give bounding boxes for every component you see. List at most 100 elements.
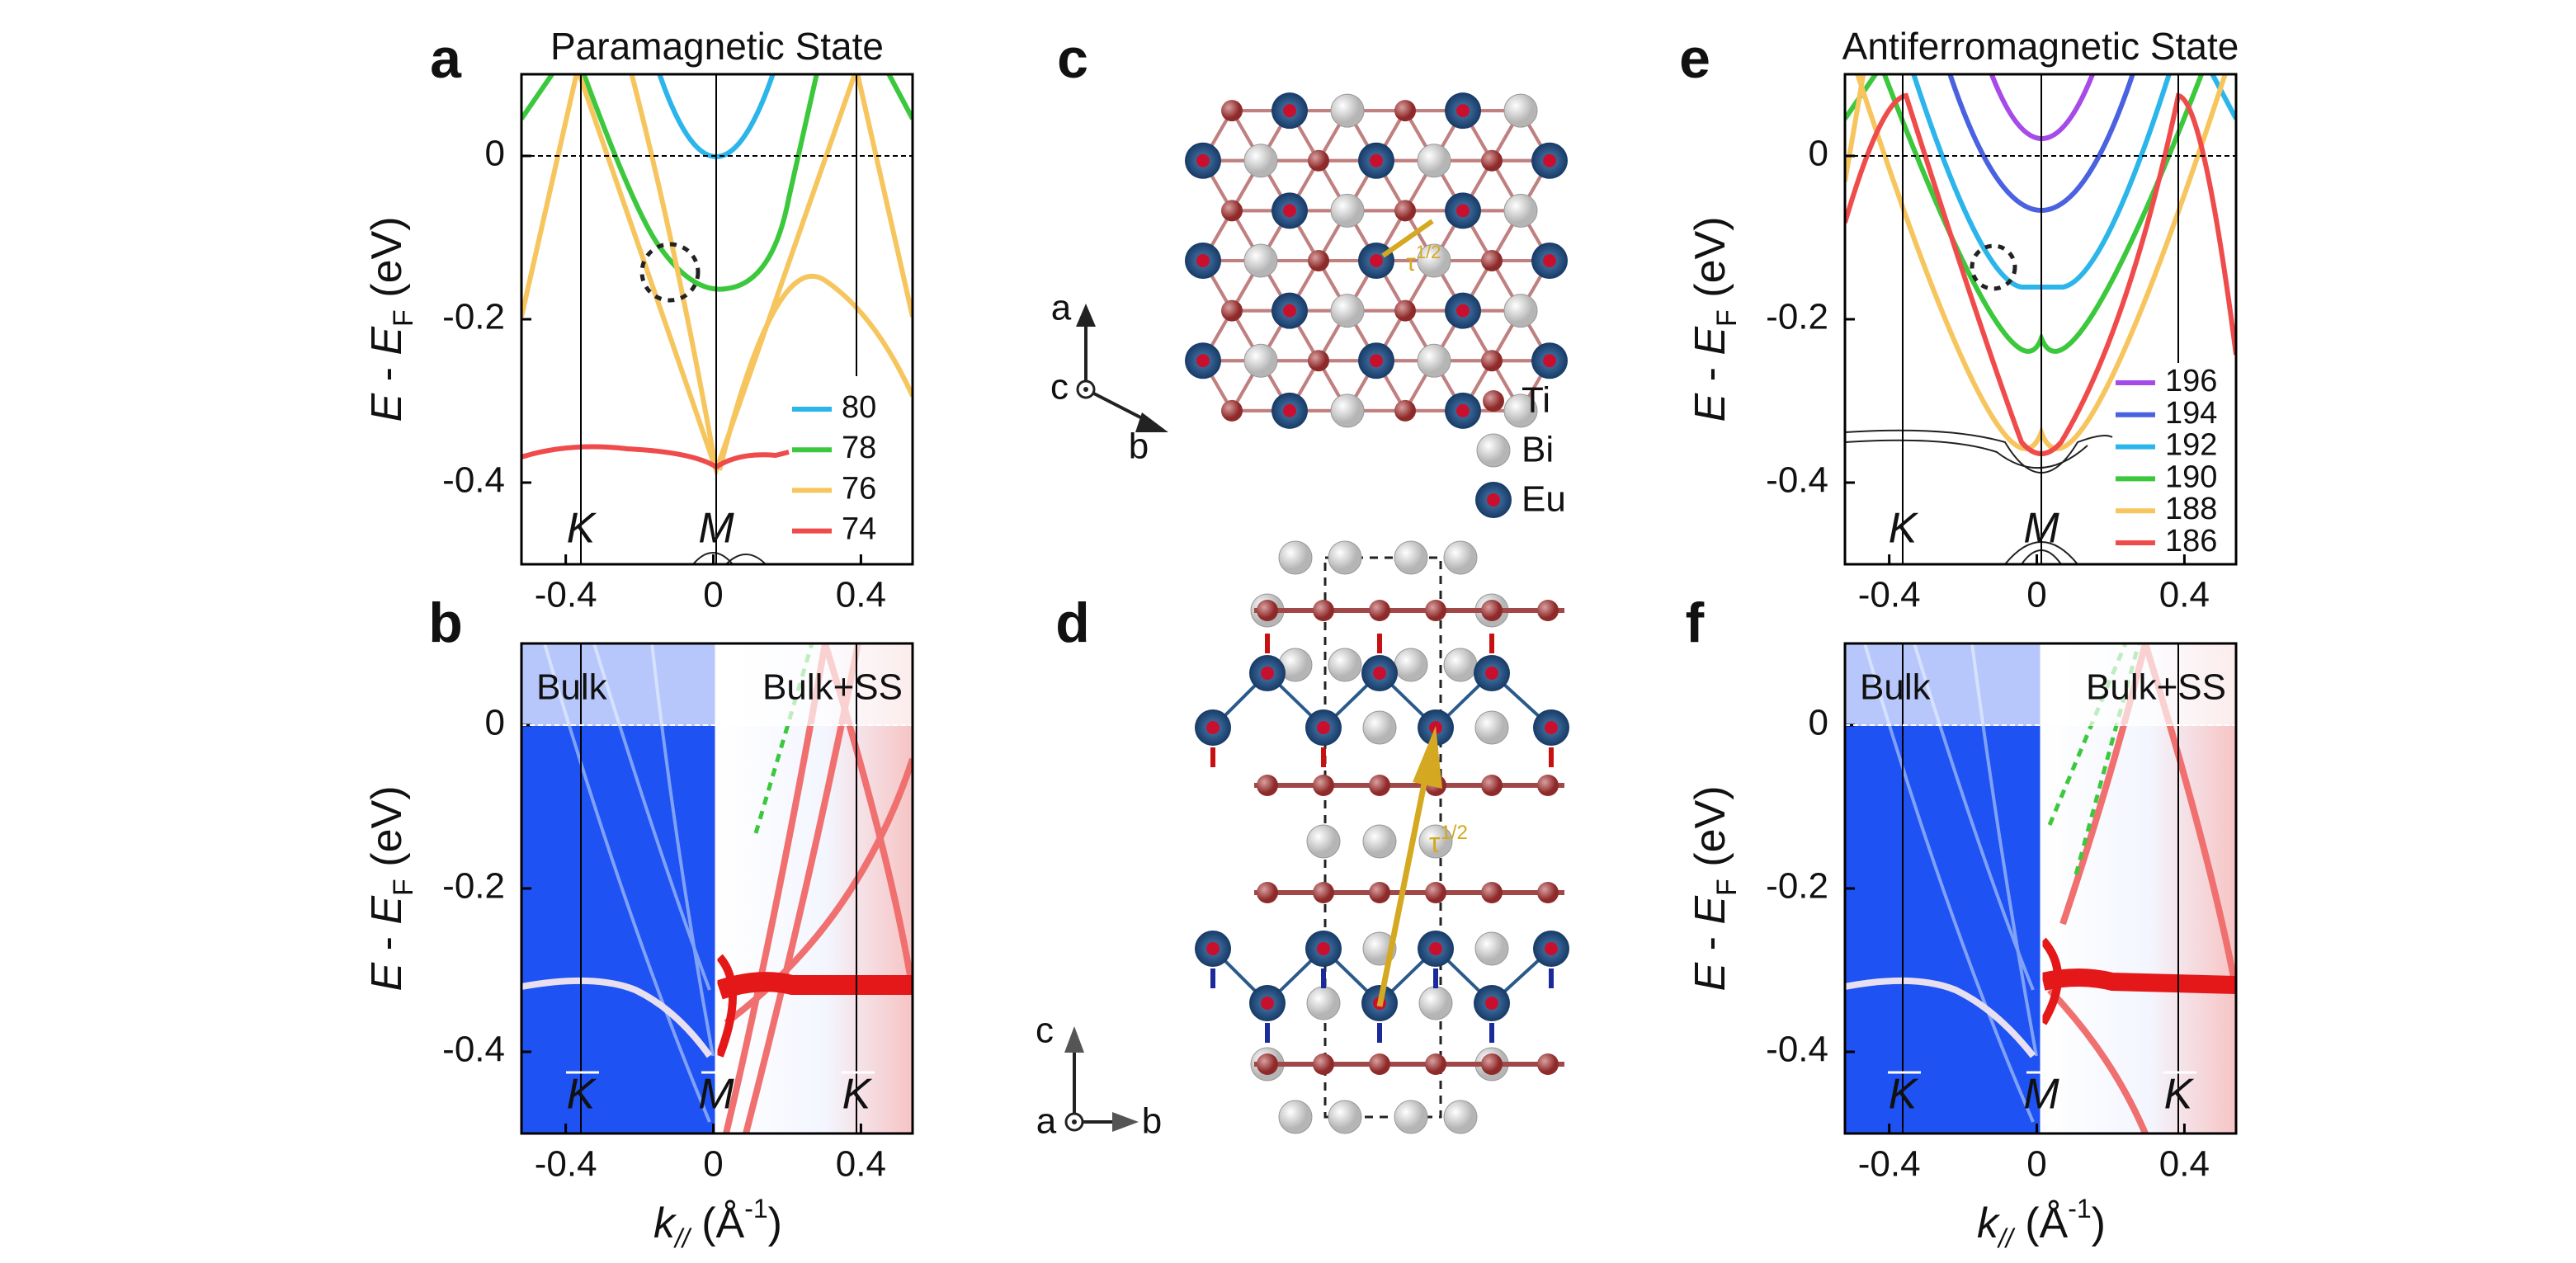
ti-atom — [1257, 882, 1278, 903]
x-tick-label: -0.4 — [1858, 575, 1921, 615]
plot-frame — [520, 642, 914, 1135]
bi-atom — [1306, 986, 1341, 1020]
y-tick-label: 0 — [1809, 134, 1828, 174]
y-tick-label: 0 — [485, 134, 505, 174]
eu-core — [1543, 254, 1556, 267]
eu-core — [1206, 942, 1220, 955]
legend-label: 186 — [2165, 524, 2217, 558]
eu-core — [1283, 104, 1296, 118]
k-point-label: M — [698, 505, 734, 553]
y-axis-label-part: E — [363, 895, 411, 925]
legend-label: 192 — [2165, 428, 2217, 463]
panel-title: Antiferromagnetic State — [1842, 25, 2239, 68]
eu-core — [1370, 354, 1383, 368]
ti-atom — [1221, 399, 1243, 422]
x-tick-label: -0.4 — [535, 1144, 597, 1185]
eu-core — [1370, 254, 1383, 267]
ti-atom — [1313, 775, 1334, 796]
bi-atom — [1330, 93, 1365, 128]
bi-atom — [1278, 1100, 1313, 1134]
ti-atom — [1425, 1053, 1446, 1075]
eu-core — [1261, 997, 1274, 1010]
bi-atom — [1394, 648, 1428, 682]
tau-symbol: τ — [1429, 827, 1441, 859]
ti-atom — [1537, 775, 1559, 796]
axis-letter: b — [1142, 1101, 1162, 1142]
y-axis-label-part: E — [363, 962, 411, 992]
eu-core — [1543, 354, 1556, 368]
eu-core — [1487, 493, 1500, 507]
eu-core — [1206, 721, 1220, 734]
spectral-b — [521, 643, 913, 1133]
y-axis-label-part: E — [1687, 393, 1734, 422]
x-axis-label-part: -1 — [744, 1194, 767, 1223]
ti-atom — [1481, 882, 1503, 903]
y-tick-label: -0.2 — [1766, 866, 1828, 907]
eu-core — [1456, 104, 1470, 118]
ti-atom — [1481, 250, 1503, 271]
y-axis-label-part: E — [363, 393, 411, 422]
bi-atom — [1328, 648, 1362, 682]
y-axis-label-part: F — [1711, 879, 1743, 896]
region-label: Bulk — [536, 667, 608, 708]
bi-atom — [1394, 1100, 1428, 1134]
x-axis-label: k// (Å-1) — [1977, 1194, 2106, 1253]
ti-atom — [1481, 350, 1503, 372]
eu-core — [1485, 997, 1498, 1010]
ti-atom — [1308, 149, 1329, 172]
axis-letter: b — [1129, 426, 1149, 467]
legend-label: Bi — [1522, 430, 1554, 470]
panel-title: Paramagnetic State — [550, 25, 884, 68]
x-axis-label-part: ) — [2092, 1199, 2106, 1247]
ti-atom — [1313, 882, 1334, 903]
y-axis-label-part: F — [1711, 309, 1743, 327]
legend-label: 188 — [2165, 492, 2217, 526]
x-axis-label-part: -1 — [2068, 1194, 2091, 1223]
x-tick-label: 0.4 — [836, 575, 886, 615]
ti-atom — [1313, 600, 1334, 621]
eu-core — [1456, 304, 1470, 318]
plot-frame — [520, 73, 914, 566]
legend-label: 190 — [2165, 459, 2217, 494]
arrow-head — [1112, 1112, 1139, 1132]
panel-label: f — [1686, 591, 1705, 654]
legend-label: 74 — [842, 512, 876, 547]
ti-atom — [1394, 299, 1416, 322]
bi-atom — [1474, 710, 1509, 745]
bi-atom — [1476, 433, 1511, 468]
legend-label: 80 — [842, 390, 876, 425]
region-label: Bulk+SS — [2086, 667, 2226, 708]
legend-label: 76 — [842, 471, 876, 506]
x-axis-label-part: // — [673, 1223, 692, 1253]
k-point-label: M — [698, 1071, 734, 1119]
ti-atom — [1394, 100, 1416, 122]
eu-core — [1196, 254, 1210, 267]
bi-atom — [1243, 243, 1278, 278]
legend-label: Ti — [1522, 380, 1550, 421]
k-point-label: K — [1889, 505, 1919, 553]
y-axis-label-part: F — [388, 879, 419, 896]
bi-atom — [1443, 540, 1478, 575]
y-tick-label: -0.2 — [1766, 297, 1828, 337]
ti-atom — [1257, 600, 1278, 621]
y-axis-label-part: E — [1687, 895, 1734, 925]
legend-label: 196 — [2165, 364, 2217, 398]
ti-atom — [1221, 200, 1243, 222]
eu-core — [1317, 942, 1330, 955]
x-axis-label-part: // — [1997, 1223, 2016, 1253]
bi-atom — [1243, 343, 1278, 378]
ti-atom — [1481, 1053, 1503, 1075]
bi-atom — [1278, 540, 1313, 575]
y-tick-label: 0 — [1809, 703, 1828, 743]
bi-atom — [1503, 93, 1538, 128]
x-axis-label-part: (Å — [690, 1199, 745, 1247]
ti-atom — [1221, 100, 1243, 122]
y-axis-label-part: E — [1687, 326, 1734, 356]
x-axis-label: k// (Å-1) — [653, 1194, 782, 1253]
panel-label: e — [1679, 27, 1710, 90]
arrow-head — [1413, 726, 1442, 789]
bi-atom — [1503, 394, 1538, 428]
y-tick-label: -0.4 — [1766, 460, 1828, 501]
k-point-label: K — [1889, 1071, 1919, 1119]
region-label: Bulk — [1860, 667, 1932, 708]
